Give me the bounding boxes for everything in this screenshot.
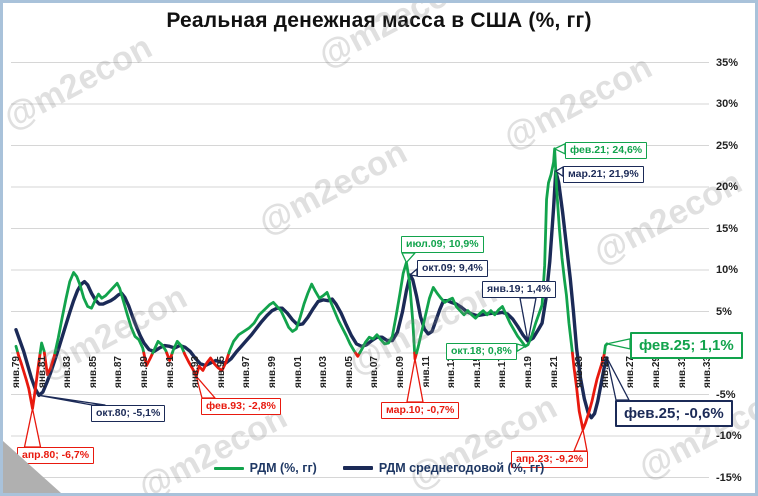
annotation-callout: окт.80; -5,1%	[91, 405, 166, 422]
annotation-callout: янв.19; 1,4%	[482, 281, 556, 298]
legend-item: РДМ (%, гг)	[213, 461, 317, 475]
x-axis-label: янв.31	[676, 356, 688, 388]
chart-title: Реальная денежная масса в США (%, гг)	[166, 9, 592, 32]
annotation-callout: фев.93; -2,8%	[201, 398, 281, 415]
y-axis-label: 15%	[716, 222, 739, 235]
x-axis-label: янв.29	[651, 356, 662, 388]
y-axis-label: -5%	[716, 388, 736, 401]
x-axis-label: янв.13	[446, 356, 458, 388]
annotation-callout: фев.21; 24,6%	[565, 142, 648, 159]
chart-legend: РДМ (%, гг) РДМ среднегодовой (%, гг)	[3, 461, 755, 475]
y-axis-label: 25%	[716, 139, 739, 152]
x-axis-label: янв.33	[702, 356, 714, 388]
x-axis-label: янв.83	[62, 356, 74, 388]
x-axis-label: янв.17	[497, 356, 509, 388]
x-axis-label: янв.15	[471, 356, 483, 388]
x-axis-label: янв.95	[215, 356, 227, 388]
y-axis-label: 20%	[716, 181, 739, 193]
y-axis-label: 30%	[716, 98, 739, 110]
x-axis-label: янв.93	[190, 356, 202, 388]
annotation-callout: фев.25; 1,1%	[630, 332, 743, 359]
x-axis-label: янв.25	[599, 356, 611, 388]
series-negative-segment	[165, 351, 174, 362]
x-axis-label: янв.87	[113, 356, 125, 388]
x-axis-label: янв.07	[369, 356, 381, 388]
series-line-rdm-avg	[14, 169, 609, 420]
annotation-leader-wedge	[516, 343, 526, 353]
annotation-leader-wedge	[401, 252, 416, 264]
annotation-leader-wedge	[519, 297, 537, 343]
annotation-callout: фев.25; -0,6%	[615, 400, 733, 427]
x-axis-label: янв.09	[395, 356, 406, 388]
series-line-rdm	[227, 282, 357, 355]
x-axis-label: янв.89	[139, 356, 150, 388]
x-axis-label: янв.81	[36, 356, 48, 388]
x-axis-label: янв.11	[420, 356, 432, 388]
legend-swatch-green	[213, 466, 244, 470]
legend-label: РДМ (%, гг)	[249, 461, 317, 475]
series-negative-segment	[571, 351, 606, 431]
series-line-rdm	[602, 342, 609, 355]
legend-label: РДМ среднегодовой (%, гг)	[378, 461, 545, 475]
series-line-rdm	[151, 339, 169, 355]
y-axis-label: -10%	[716, 430, 742, 442]
x-axis-label: янв.79	[11, 356, 22, 388]
series-negative-segment	[142, 351, 155, 367]
annotation-leader-wedge	[573, 428, 588, 452]
x-axis-label: янв.91	[164, 356, 176, 388]
legend-swatch-navy	[342, 466, 373, 470]
series-negative-segment	[182, 351, 231, 378]
y-axis-label: 35%	[716, 56, 739, 69]
x-axis-label: янв.23	[574, 356, 586, 388]
legend-item: РДМ среднегодовой (%, гг)	[342, 461, 545, 475]
x-axis-label: янв.27	[625, 356, 637, 388]
series-line-rdm	[53, 271, 146, 355]
x-axis-label: янв.21	[548, 356, 560, 388]
x-axis-label: янв.03	[318, 356, 330, 388]
annotation-leader-wedge	[606, 338, 631, 350]
y-axis-label: 5%	[716, 305, 732, 318]
annotation-leader-wedge	[38, 394, 106, 406]
annotation-callout: апр.23; -9,2%	[511, 451, 589, 468]
annotation-callout: окт.18; 0,8%	[446, 343, 517, 360]
annotation-callout: мар.10; -0,7%	[381, 402, 460, 419]
x-axis-label: янв.05	[343, 356, 355, 388]
corner-fold-decoration	[3, 441, 61, 493]
series-line-rdm	[358, 261, 417, 355]
x-axis-label: янв.97	[241, 356, 253, 388]
annotation-callout: окт.09; 9,4%	[417, 260, 488, 277]
x-axis-label: янв.01	[292, 356, 304, 388]
series-negative-segment	[42, 351, 57, 376]
y-axis-label: -15%	[716, 471, 742, 484]
plot-area-svg	[11, 62, 709, 478]
series-line-rdm	[170, 339, 186, 355]
y-axis-label: 10%	[716, 264, 739, 276]
x-axis-label: янв.85	[87, 356, 99, 388]
annotation-callout: мар.21; 21,9%	[563, 166, 644, 183]
series-line-rdm	[38, 341, 46, 355]
series-negative-segment	[16, 351, 42, 411]
x-axis-label: янв.99	[267, 356, 278, 388]
annotation-callout: июл.09; 10,9%	[401, 236, 484, 253]
x-axis-label: янв.19	[523, 356, 534, 388]
